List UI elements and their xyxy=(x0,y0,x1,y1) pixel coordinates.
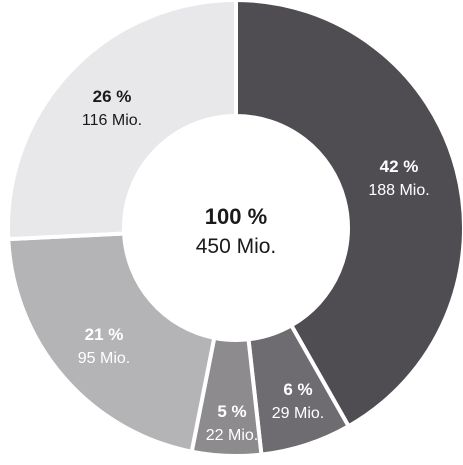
donut-slices xyxy=(6,0,463,458)
center-total: 100 % 450 Mio. xyxy=(196,204,277,258)
slice-amount-label: 22 Mio. xyxy=(206,427,258,444)
slice-amount-label: 188 Mio. xyxy=(368,182,429,199)
donut-slice xyxy=(234,0,463,429)
slice-percent-label: 6 % xyxy=(283,380,312,399)
slice-percent-label: 5 % xyxy=(217,402,246,421)
slice-percent-label: 42 % xyxy=(380,157,419,176)
slice-amount-label: 29 Mio. xyxy=(272,405,324,422)
slice-percent-label: 26 % xyxy=(93,87,132,106)
center-total-percent: 100 % xyxy=(205,204,267,229)
donut-slice xyxy=(6,231,217,454)
donut-labels: 42 % 188 Mio. 6 % 29 Mio. 5 % 22 Mio. 21 % 95 M… xyxy=(78,87,430,444)
center-total-amount: 450 Mio. xyxy=(196,235,277,258)
slice-amount-label: 95 Mio. xyxy=(78,350,130,367)
slice-amount-label: 116 Mio. xyxy=(82,112,142,129)
slice-percent-label: 21 % xyxy=(85,325,124,344)
donut-slice xyxy=(6,0,238,242)
